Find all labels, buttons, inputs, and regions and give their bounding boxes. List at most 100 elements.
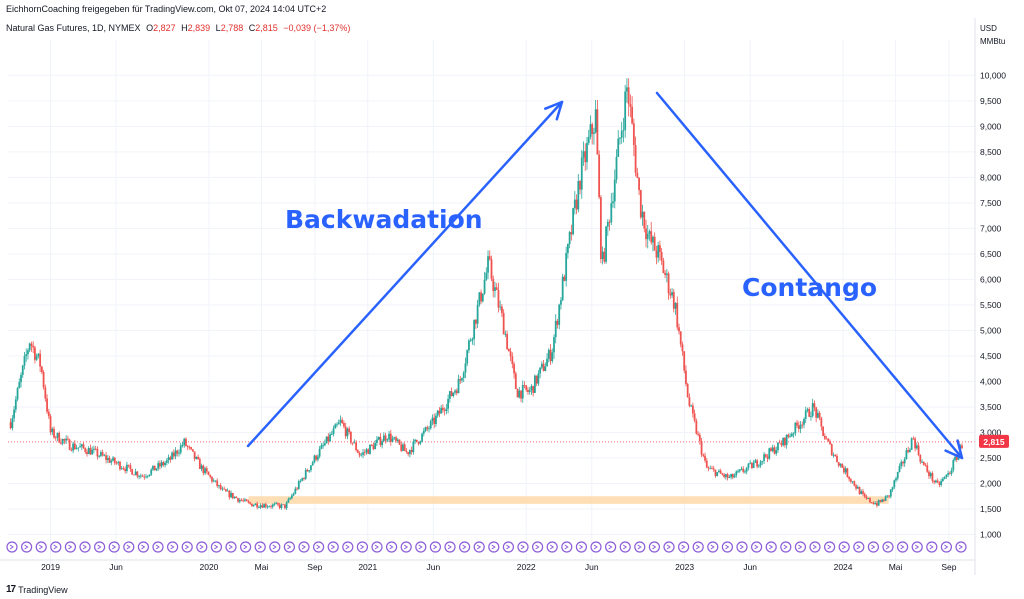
candle-body-235 <box>417 441 420 444</box>
candle-body-240 <box>426 427 429 429</box>
candle-body-339 <box>598 154 601 198</box>
candle-body-512 <box>898 466 901 472</box>
candle-body-319 <box>563 276 566 281</box>
candle-body-97 <box>178 452 180 454</box>
candle-body-237 <box>421 433 423 442</box>
event-marker-chevron-icon-36 <box>535 544 540 550</box>
event-marker-chevron-icon-37 <box>549 544 555 550</box>
candle-body-470 <box>825 438 828 440</box>
event-marker-chevron-icon-51 <box>754 544 759 550</box>
candle-body-283 <box>501 306 503 314</box>
candle-body-163 <box>292 493 295 496</box>
candle-body-509 <box>893 480 896 488</box>
candle-body-298 <box>527 389 529 393</box>
candle-body-217 <box>386 439 389 441</box>
candle-body-448 <box>787 434 790 437</box>
candle-body-40 <box>79 446 81 448</box>
candle-body-93 <box>171 452 173 460</box>
tradingview-logo[interactable]: 17 TradingView <box>6 584 68 595</box>
candle-body-109 <box>198 459 201 469</box>
candle-body-251 <box>445 408 448 411</box>
candle-body-333 <box>587 136 590 144</box>
candle-body-425 <box>747 463 750 468</box>
candle-body-337 <box>594 109 597 133</box>
event-marker-57 <box>838 541 850 553</box>
candle-body-358 <box>631 106 634 124</box>
event-marker-32 <box>473 541 485 553</box>
event-marker-chevron-icon-16 <box>243 544 248 550</box>
event-marker-chevron-icon-3 <box>53 544 58 550</box>
event-marker-chevron-icon-59 <box>871 544 876 550</box>
candle-body-210 <box>374 442 377 450</box>
candle-body-401 <box>705 460 708 468</box>
candle-body-245 <box>435 415 437 425</box>
event-marker-chevron-icon-61 <box>900 544 905 550</box>
candle-body-248 <box>440 407 443 414</box>
candle-body-230 <box>409 449 411 455</box>
candle-body-225 <box>400 444 403 451</box>
event-marker-chevron-icon-26 <box>389 544 394 550</box>
candle-body-43 <box>84 448 87 452</box>
candle-body-223 <box>396 439 399 441</box>
candle-body-366 <box>645 228 647 240</box>
candle-body-189 <box>337 422 340 425</box>
candle-body-473 <box>830 444 833 456</box>
event-marker-50 <box>736 541 748 553</box>
candle-body-153 <box>275 503 278 504</box>
candle-body-383 <box>674 302 677 309</box>
candle-body-219 <box>389 433 392 442</box>
candle-body-275 <box>487 256 489 273</box>
event-marker-51 <box>750 541 763 553</box>
candle-body-243 <box>431 417 434 422</box>
candle-body-434 <box>763 454 765 461</box>
event-marker-chevron-icon-7 <box>111 544 117 550</box>
candle-body-60 <box>113 457 116 463</box>
candle-body-472 <box>829 441 831 445</box>
candle-body-92 <box>169 457 172 460</box>
candle-body-195 <box>348 428 351 432</box>
candle-body-324 <box>572 208 574 235</box>
candle-body-214 <box>381 441 384 446</box>
x-tick-label-1: Jun <box>109 562 123 572</box>
candle-body-164 <box>294 488 297 494</box>
candle-body-112 <box>204 468 206 474</box>
candle-body-205 <box>365 449 368 453</box>
candle-body-342 <box>603 251 606 262</box>
candle-body-527 <box>924 464 927 466</box>
candle-body-54 <box>103 455 106 457</box>
candle-body-70 <box>131 469 134 475</box>
candle-body-200 <box>356 450 359 453</box>
candle-body-417 <box>733 475 736 478</box>
candle-body-131 <box>237 498 239 502</box>
candle-body-143 <box>257 507 260 509</box>
candle-body-459 <box>806 409 809 411</box>
candle-body-373 <box>657 245 660 258</box>
candle-body-357 <box>629 103 632 107</box>
candle-body-159 <box>285 502 288 509</box>
event-marker-39 <box>575 541 588 553</box>
candle-body-252 <box>447 398 449 409</box>
candle-body-450 <box>790 433 793 437</box>
candle-body-161 <box>289 498 292 500</box>
candle-body-122 <box>221 488 224 490</box>
candle-body-537 <box>941 478 944 481</box>
event-marker-30 <box>444 541 456 553</box>
candle-body-71 <box>132 474 135 476</box>
event-marker-chevron-icon-2 <box>38 544 44 550</box>
candle-body-222 <box>395 437 397 441</box>
candle-body-147 <box>264 504 267 507</box>
candle-body-13 <box>32 345 35 348</box>
event-marker-chevron-icon-38 <box>564 544 569 550</box>
candle-body-151 <box>271 504 274 507</box>
candle-body-258 <box>457 379 460 394</box>
candle-body-106 <box>193 451 196 459</box>
candle-body-77 <box>143 476 146 478</box>
event-marker-27 <box>400 541 412 553</box>
candle-body-227 <box>403 444 406 452</box>
candle-body-139 <box>251 503 253 507</box>
candle-body-66 <box>124 468 127 472</box>
candle-body-179 <box>320 445 323 449</box>
candle-body-279 <box>494 287 496 291</box>
event-marker-46 <box>677 541 690 553</box>
